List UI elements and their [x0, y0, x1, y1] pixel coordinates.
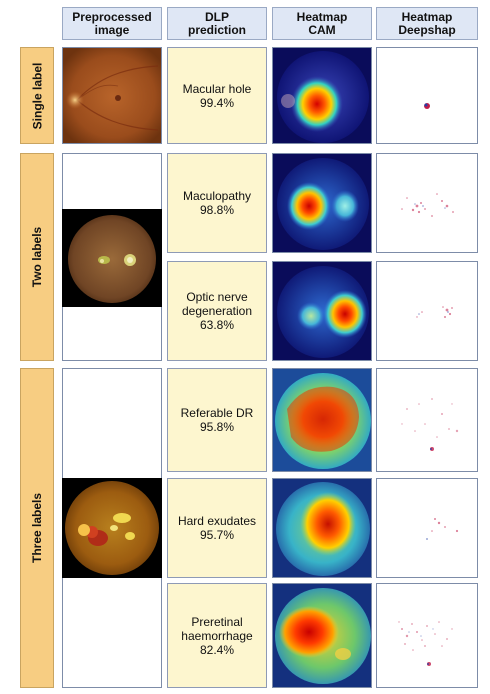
row-header-three-text: Three labels — [30, 492, 44, 564]
prediction-label: Maculopathy — [182, 189, 252, 203]
preprocessed-image-three — [62, 478, 162, 578]
deepshap-heatmap-optic-nerve — [376, 261, 478, 361]
prediction-label: Referable DR — [180, 406, 254, 420]
deepshap-heatmap-preretinal-haemorrhage — [376, 583, 478, 688]
prediction-cell-hard-exudates: Hard exudates 95.7% — [167, 478, 267, 578]
cam-heatmap-hard-exudates — [272, 478, 372, 578]
column-header-cam: Heatmap CAM — [272, 7, 372, 40]
prediction-cell-maculopathy: Maculopathy 98.8% — [167, 153, 267, 253]
row-header-single-text: Single label — [30, 62, 44, 129]
prediction-value: 82.4% — [199, 642, 235, 657]
prediction-label: Preretinal haemorrhage — [181, 614, 253, 643]
preprocessed-image-single — [62, 47, 162, 144]
prediction-value: 95.8% — [199, 420, 235, 434]
column-header-prediction: DLP prediction — [167, 7, 267, 40]
row-header-two: Two labels — [20, 153, 54, 361]
cam-heatmap-preretinal-haemorrhage — [272, 583, 372, 688]
preprocessed-image-two — [62, 209, 162, 307]
cam-heatmap-referable-dr — [272, 368, 372, 472]
prediction-value: 95.7% — [199, 528, 235, 542]
row-header-three: Three labels — [20, 368, 54, 688]
prediction-value: 63.8% — [199, 318, 235, 332]
prediction-cell-optic-nerve: Optic nerve degeneration 63.8% — [167, 261, 267, 361]
prediction-cell-macular-hole: Macular hole 99.4% — [167, 47, 267, 144]
row-header-two-text: Two labels — [30, 226, 44, 288]
prediction-value: 98.8% — [199, 203, 235, 217]
deepshap-heatmap-referable-dr — [376, 368, 478, 472]
cam-heatmap-maculopathy — [272, 153, 372, 253]
deepshap-heatmap-maculopathy — [376, 153, 478, 253]
prediction-cell-referable-dr: Referable DR 95.8% — [167, 368, 267, 472]
cam-heatmap-single — [272, 47, 372, 144]
column-header-preprocessed: Preprocessed image — [62, 7, 162, 40]
deepshap-heatmap-single — [376, 47, 478, 144]
prediction-value: 99.4% — [199, 95, 235, 110]
cam-heatmap-optic-nerve — [272, 261, 372, 361]
prediction-label: Optic nerve degeneration — [181, 290, 253, 318]
deepshap-heatmap-hard-exudates — [376, 478, 478, 578]
column-header-deepshap: Heatmap Deepshap — [376, 7, 478, 40]
prediction-cell-preretinal-haemorrhage: Preretinal haemorrhage 82.4% — [167, 583, 267, 688]
row-header-single: Single label — [20, 47, 54, 144]
prediction-label: Macular hole — [182, 81, 252, 96]
prediction-label: Hard exudates — [177, 514, 257, 528]
